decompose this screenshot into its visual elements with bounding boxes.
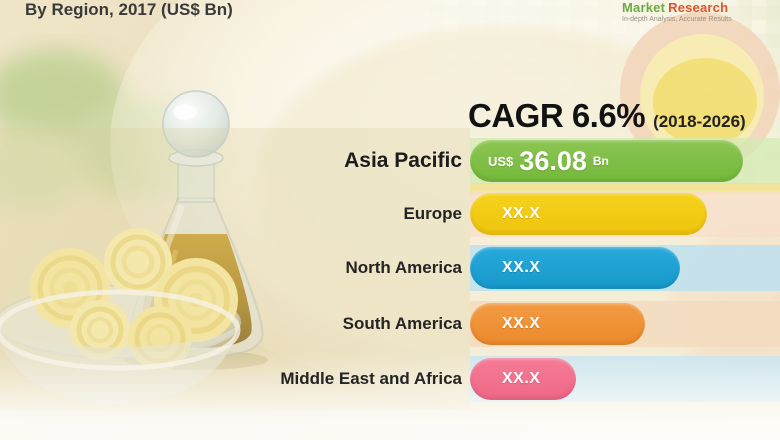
bar-label: South America — [342, 314, 462, 333]
cagr-headline: CAGR 6.6% (2018-2026) — [468, 97, 746, 135]
bar: XX.X — [470, 193, 707, 235]
table-surface-fade — [0, 350, 780, 440]
bar-label: Middle East and Africa — [280, 369, 462, 388]
bar-value: XX.X — [502, 370, 541, 387]
cagr-value: CAGR 6.6% — [468, 97, 646, 134]
bar-label: Europe — [403, 204, 462, 223]
logo-word-research: Research — [668, 0, 729, 15]
cagr-period: (2018-2026) — [653, 112, 746, 131]
bar: US$ 36.08 Bn — [470, 140, 743, 182]
page-title: By Region, 2017 (US$ Bn) — [25, 0, 233, 19]
bar: XX.X — [470, 247, 680, 289]
bar-value: XX.X — [502, 315, 541, 332]
bar-value: 36.08 — [519, 145, 587, 176]
bar-row: North America XX.X — [0, 247, 780, 289]
logo-word-market: Market — [622, 0, 666, 15]
bar: XX.X — [470, 358, 576, 400]
bar-row: Middle East and Africa XX.X — [0, 358, 780, 400]
bar-value: XX.X — [502, 259, 541, 276]
butter-curls — [30, 228, 238, 370]
bar-row: Asia Pacific US$ 36.08 Bn — [0, 140, 780, 182]
bar-row: South America XX.X — [0, 303, 780, 345]
bar-label: North America — [345, 258, 462, 277]
bar-label: Asia Pacific — [344, 149, 462, 172]
publisher-logo: Market Research In-depth Analysis, Accura… — [622, 1, 732, 23]
logo-brand: Market Research — [622, 1, 732, 15]
bar: XX.X — [470, 303, 645, 345]
bar-value: XX.X — [502, 205, 541, 222]
bar-value-prefix: US$ — [488, 153, 514, 169]
melted-butter-bowl — [620, 12, 780, 172]
logo-tagline: In-depth Analysis, Accurate Results — [622, 15, 732, 23]
bar-value-suffix: Bn — [592, 154, 609, 168]
bar-row: Europe XX.X — [0, 193, 780, 235]
